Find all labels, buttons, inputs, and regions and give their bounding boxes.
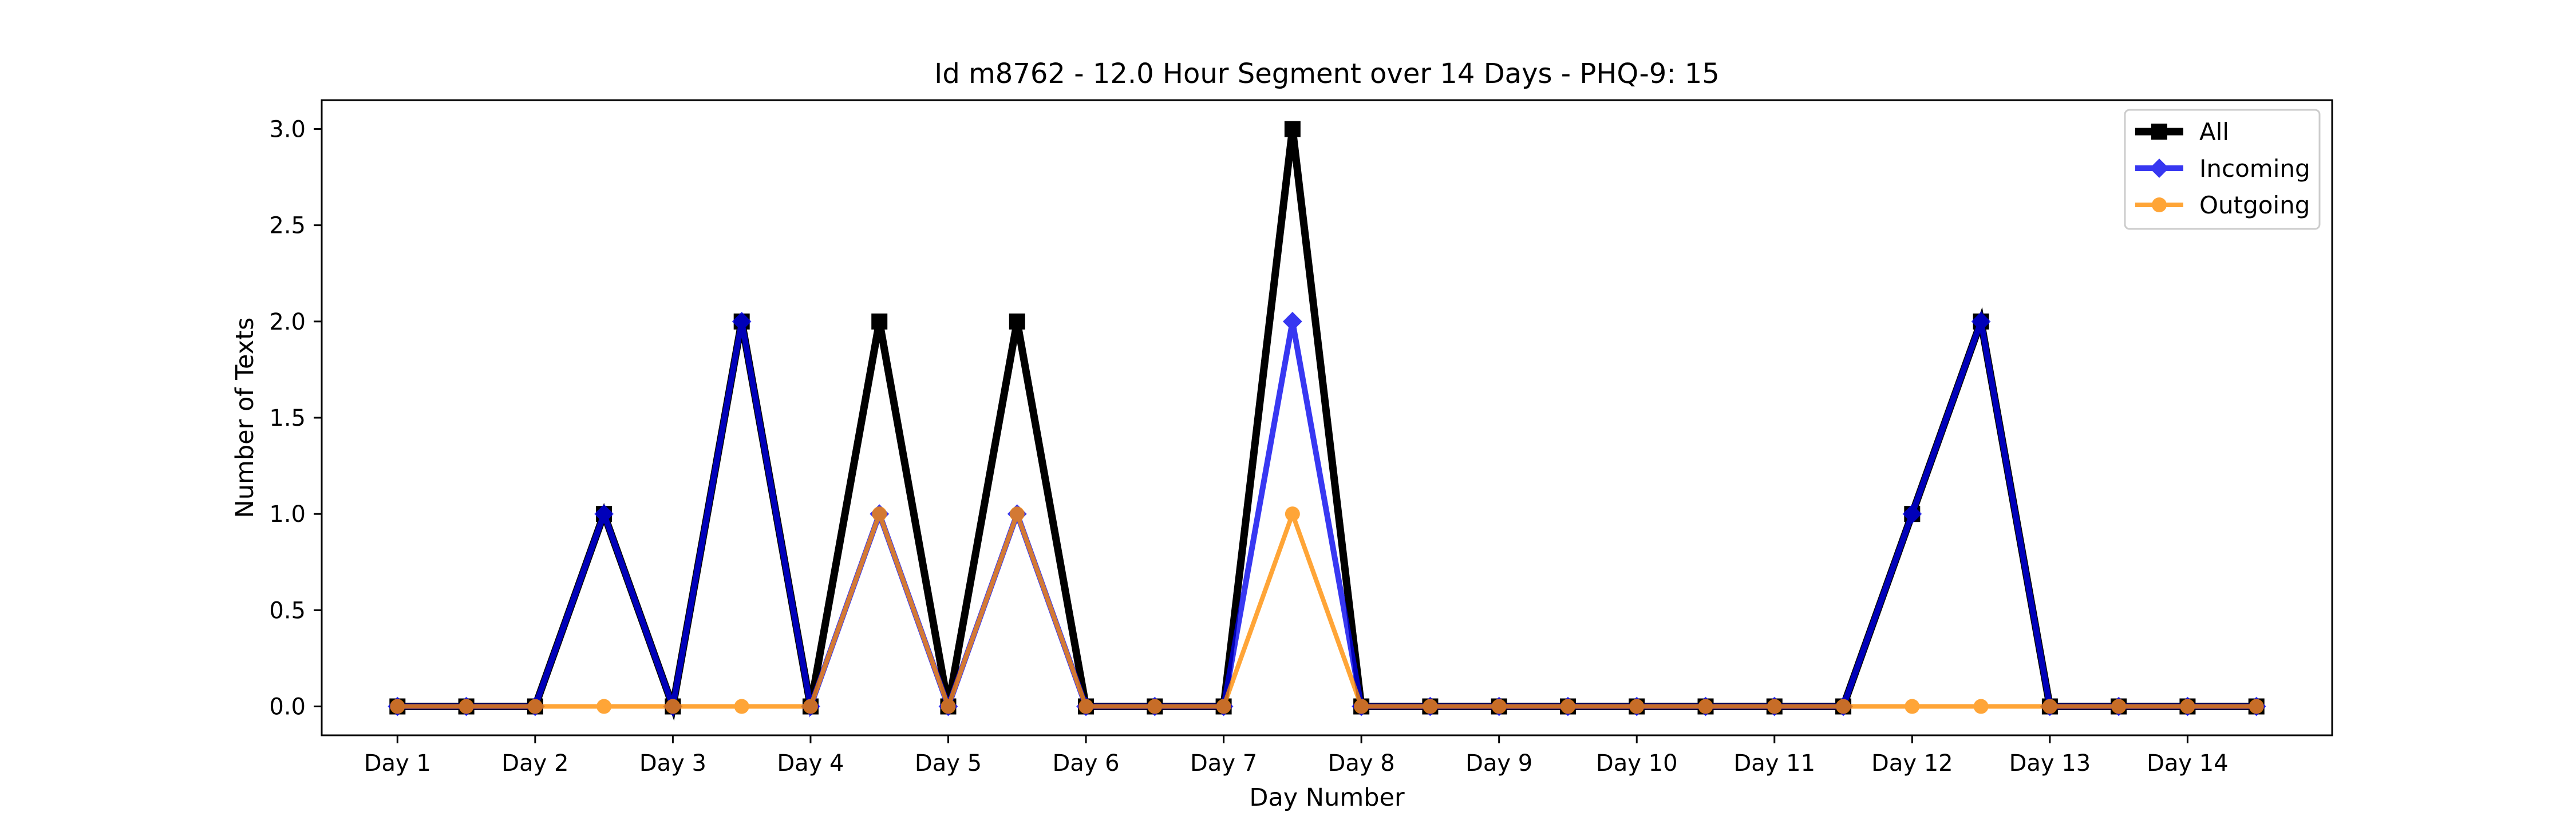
data-point-outgoing [1836, 699, 1851, 714]
legend-label-incoming: Incoming [2199, 154, 2310, 183]
data-point-outgoing [2111, 699, 2127, 714]
series-all [389, 121, 2265, 721]
data-point-outgoing [1491, 699, 1507, 714]
chart-title: Id m8762 - 12.0 Hour Segment over 14 Day… [934, 58, 1720, 90]
x-tick-label: Day 7 [1190, 750, 1257, 777]
x-tick-label: Day 10 [1596, 750, 1678, 777]
data-point-outgoing [596, 699, 612, 714]
y-axis-label: Number of Texts [231, 318, 259, 518]
y-tick-label: 1.0 [269, 501, 306, 528]
data-point-all [1009, 313, 1025, 330]
data-point-all [1284, 121, 1301, 137]
x-tick-label: Day 12 [1871, 750, 1953, 777]
data-point-outgoing [1147, 699, 1163, 714]
data-point-incoming [1971, 311, 1991, 331]
data-point-outgoing [1973, 699, 1989, 714]
x-tick-label: Day 14 [2147, 750, 2229, 777]
y-axis-ticks: 0.0 0.5 1.0 1.5 2.0 2.5 3.0 [269, 116, 322, 720]
data-point-incoming [732, 311, 752, 331]
x-tick-label: Day 6 [1052, 750, 1119, 777]
data-point-outgoing [1285, 506, 1300, 522]
series-line-outgoing [397, 507, 2257, 714]
legend-item-outgoing [2135, 197, 2183, 212]
x-tick-label: Day 5 [915, 750, 982, 777]
legend-marker-all [2151, 124, 2167, 140]
y-tick-label: 1.5 [269, 405, 306, 431]
data-point-all [871, 313, 888, 330]
data-point-outgoing [1354, 699, 1369, 714]
plot-series [388, 121, 2266, 721]
legend-box [2124, 109, 2321, 230]
data-point-outgoing [803, 699, 818, 714]
y-tick-label: 2.5 [269, 213, 306, 239]
legend-item-all [2135, 124, 2183, 140]
legend-label-outgoing: Outgoing [2199, 191, 2310, 219]
data-point-outgoing [1216, 699, 1231, 714]
series-incoming [388, 310, 2266, 718]
data-point-outgoing [2042, 699, 2057, 714]
data-point-outgoing [459, 699, 474, 714]
x-axis-label: Day Number [1249, 783, 1405, 812]
x-tick-label: Day 13 [2009, 750, 2091, 777]
series-outgoing [390, 506, 2264, 714]
legend-label-all: All [2199, 118, 2229, 146]
data-point-incoming [1282, 311, 1302, 331]
legend-marker-outgoing [2152, 197, 2167, 212]
data-point-outgoing [1767, 699, 1782, 714]
y-tick-label: 2.0 [269, 309, 306, 335]
x-tick-label: Day 11 [1733, 750, 1815, 777]
data-point-incoming [1902, 504, 1922, 524]
data-point-outgoing [1698, 699, 1713, 714]
x-tick-label: Day 2 [501, 750, 568, 777]
x-axis-ticks: Day 1 Day 2 Day 3 Day 4 Day 5 Day 6 Day 7 Day 8… [364, 735, 2229, 777]
data-point-outgoing [527, 699, 543, 714]
data-point-outgoing [734, 699, 749, 714]
data-point-outgoing [1078, 699, 1094, 714]
data-point-outgoing [665, 699, 681, 714]
data-point-outgoing [1423, 699, 1438, 714]
data-point-outgoing [390, 699, 405, 714]
y-tick-label: 0.5 [269, 597, 306, 624]
data-point-outgoing [941, 699, 956, 714]
legend-marker-incoming [2150, 159, 2169, 178]
chart-legend: All Incoming Outgoing [2124, 109, 2321, 230]
data-point-outgoing [1009, 506, 1025, 522]
x-tick-label: Day 4 [777, 750, 844, 777]
x-tick-label: Day 3 [639, 750, 706, 777]
x-tick-label: Day 8 [1328, 750, 1395, 777]
x-tick-label: Day 9 [1465, 750, 1532, 777]
data-point-outgoing [2249, 699, 2264, 714]
y-tick-label: 3.0 [269, 116, 306, 142]
data-point-outgoing [2180, 699, 2195, 714]
x-tick-label: Day 1 [364, 750, 431, 777]
data-point-outgoing [1560, 699, 1575, 714]
series-line-all [397, 128, 2257, 721]
legend-item-incoming [2135, 159, 2183, 178]
data-point-outgoing [1629, 699, 1645, 714]
plot-frame [321, 99, 2333, 736]
data-point-outgoing [872, 506, 887, 522]
data-point-outgoing [1905, 699, 1920, 714]
data-point-incoming [594, 504, 614, 524]
y-tick-label: 0.0 [269, 694, 306, 720]
series-line-incoming [397, 310, 2257, 718]
